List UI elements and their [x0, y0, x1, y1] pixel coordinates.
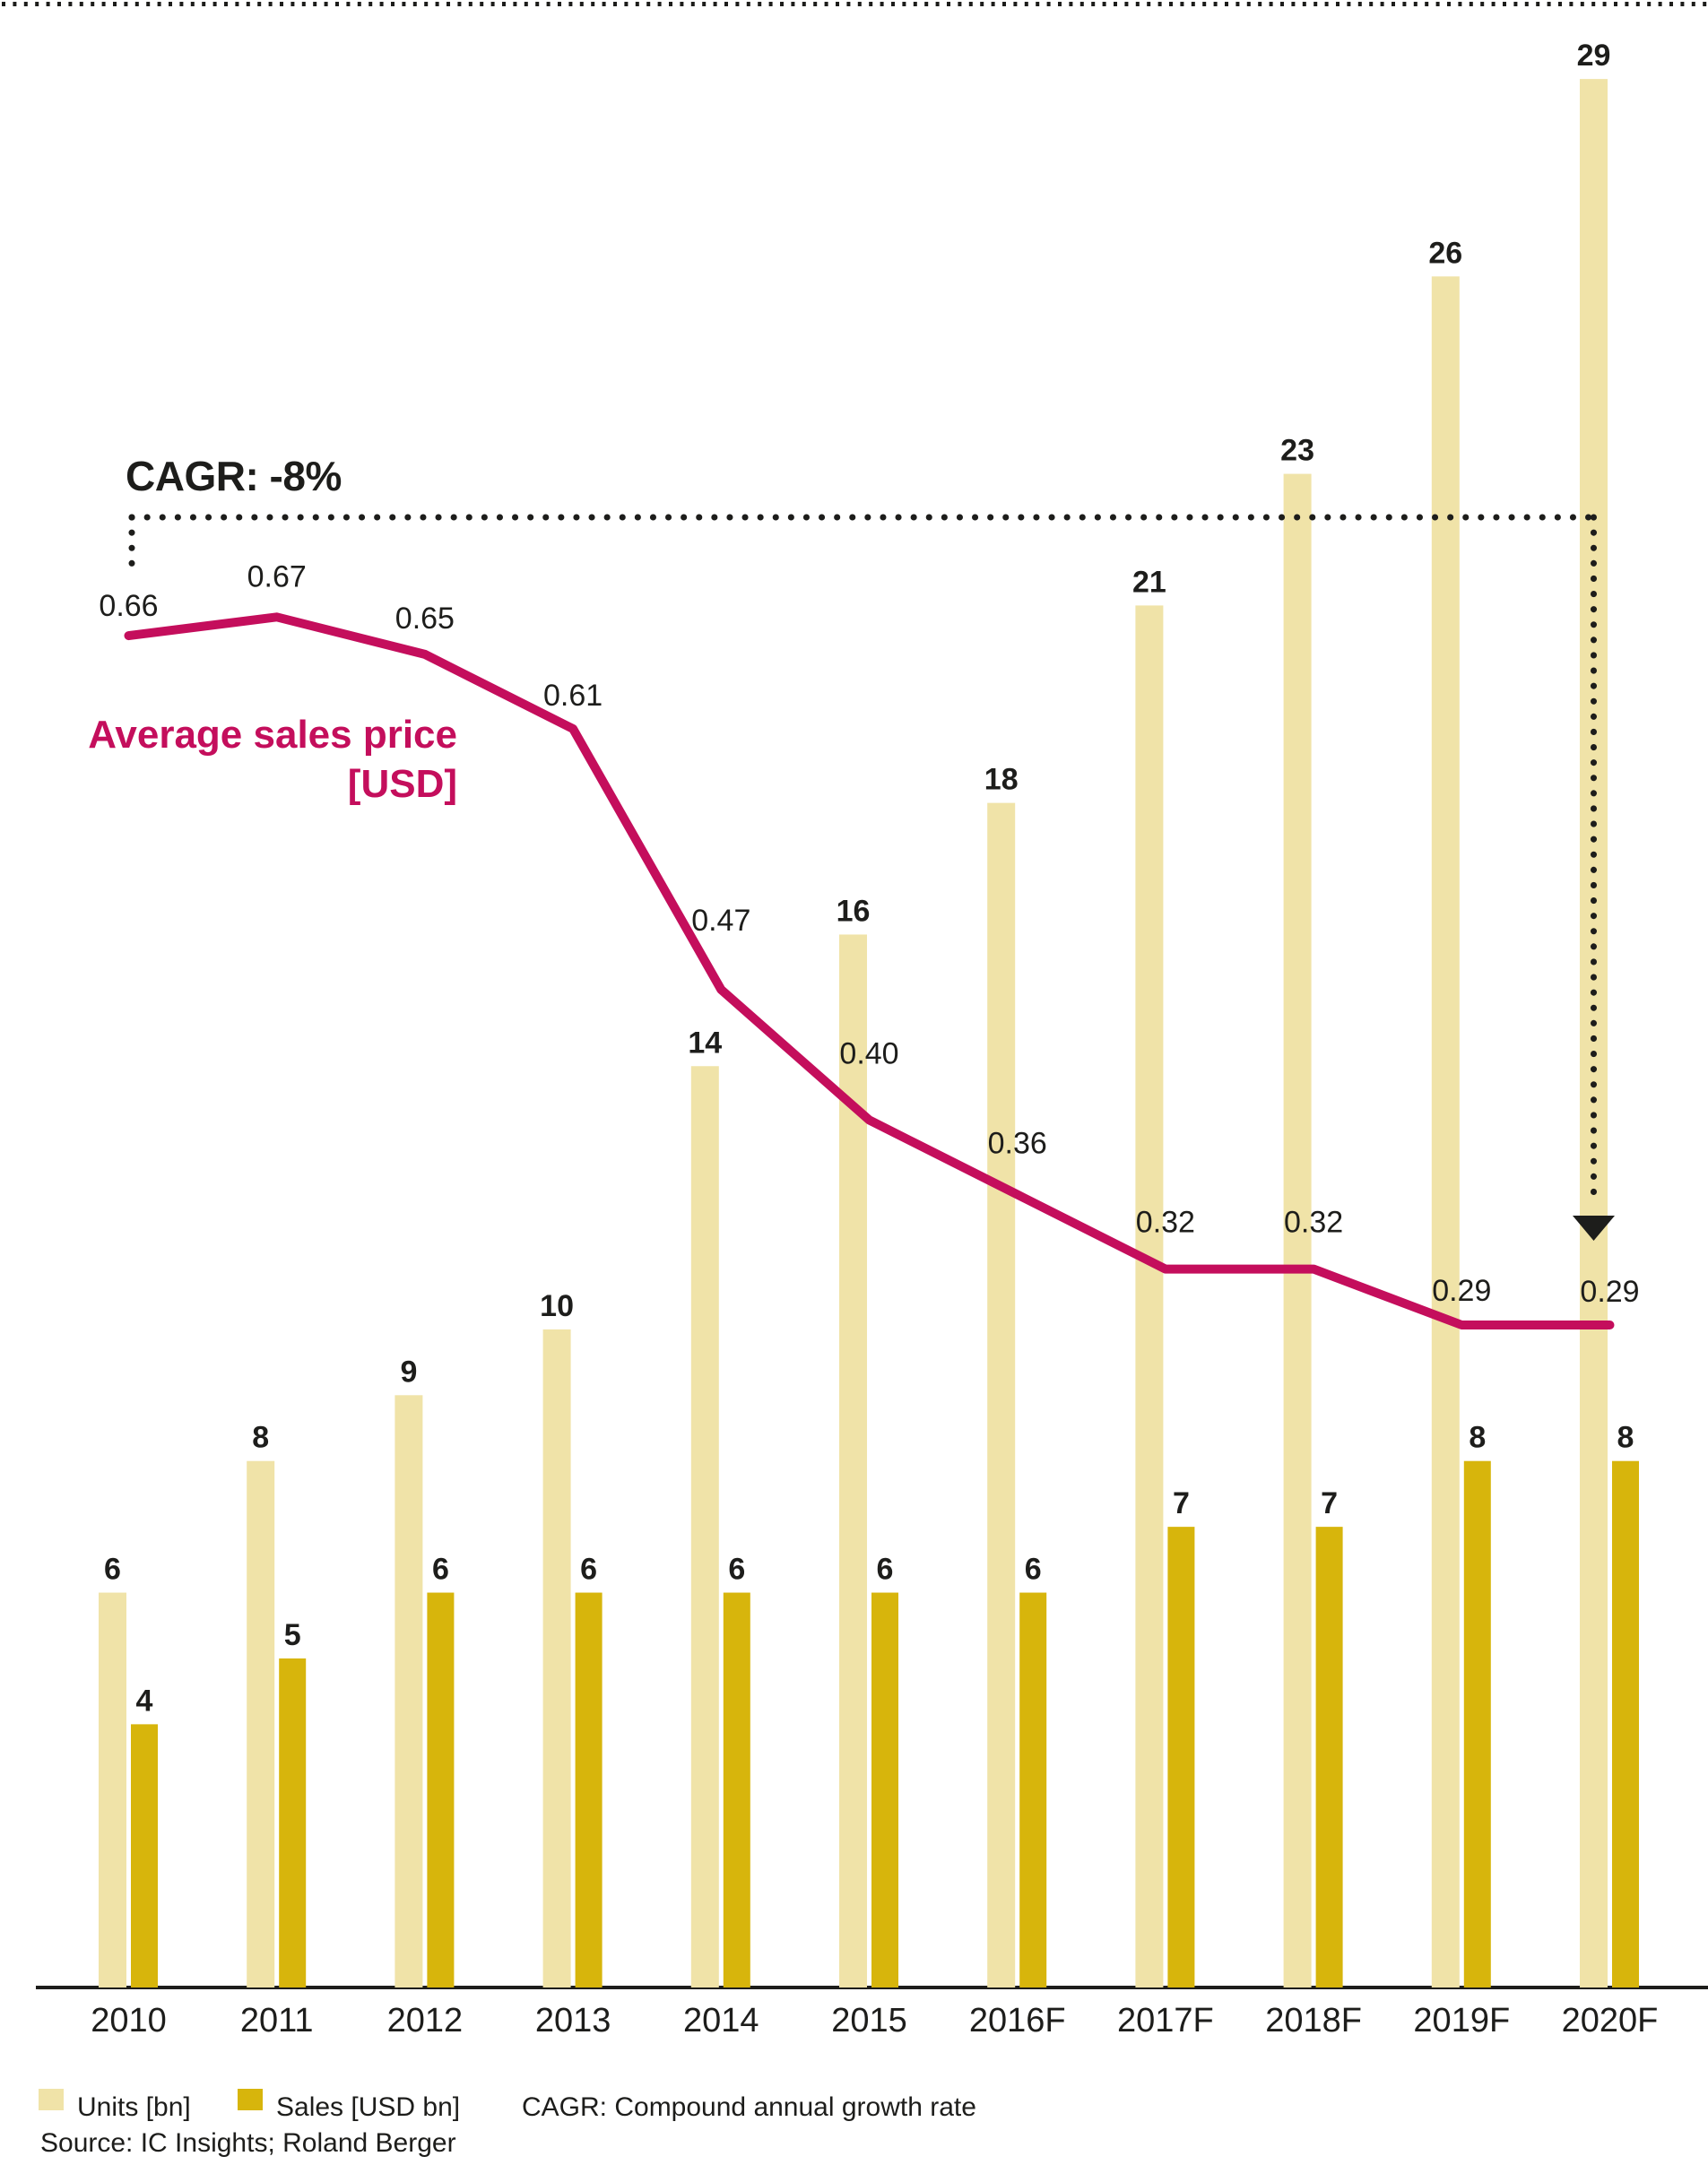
sales-legend-label: Sales [USD bn] [276, 2092, 461, 2122]
asp-point-label-2014: 0.47 [691, 904, 750, 938]
year-label-2020F: 2020F [1562, 2002, 1659, 2039]
asp-point-label-2010: 0.66 [99, 589, 158, 623]
sales-bar-2020F [1612, 1460, 1639, 1987]
units-value-2018F: 23 [1280, 434, 1314, 468]
asp-point-label-2012: 0.65 [395, 602, 455, 636]
units-value-2013: 10 [540, 1289, 574, 1323]
asp-line [124, 612, 1615, 1329]
cagr-note-label: CAGR: Compound annual growth rate [522, 2092, 976, 2122]
units-bar-2011 [247, 1460, 275, 1987]
units-value-2014: 14 [688, 1026, 722, 1060]
asp-line-label-line2: [USD] [347, 762, 457, 806]
units-legend-label: Units [bn] [77, 2092, 191, 2122]
sales-value-2014: 6 [728, 1553, 745, 1587]
units-bar-2019F [1431, 276, 1460, 1988]
year-label-2018F: 2018F [1265, 2002, 1362, 2039]
units-value-2017F: 21 [1132, 565, 1166, 599]
asp-point-label-2011: 0.67 [247, 559, 307, 593]
sales-value-2012: 6 [432, 1553, 449, 1587]
year-label-2013: 2013 [535, 2002, 611, 2039]
sales-value-2018F: 7 [1321, 1486, 1338, 1520]
units-value-2010: 6 [104, 1553, 121, 1587]
units-value-2011: 8 [252, 1421, 269, 1455]
sales-bar-2018F [1315, 1527, 1343, 1987]
sales-bar-2011 [279, 1658, 307, 1987]
cagr-arrowhead-icon [1573, 1216, 1615, 1241]
units-bar-2012 [394, 1395, 423, 1987]
sales-bar-2010 [131, 1724, 158, 1987]
asp-point-label-2019F: 0.29 [1432, 1274, 1491, 1308]
asp-point-label-2015: 0.40 [839, 1036, 898, 1070]
units-value-2015: 16 [837, 894, 871, 928]
sales-bar-2013 [575, 1592, 603, 1987]
units-bar-2018F [1283, 473, 1312, 1987]
sales-value-2019F: 8 [1469, 1421, 1486, 1455]
sales-value-2011: 5 [284, 1618, 301, 1652]
units-value-2019F: 26 [1428, 236, 1462, 270]
units-bar-2010 [99, 1592, 126, 1987]
source-note: Source: IC Insights; Roland Berger [40, 2128, 456, 2158]
units-bar-2013 [542, 1329, 571, 1987]
asp-line-label-line1: Average sales price [88, 713, 457, 757]
asp-point-label-2013: 0.61 [543, 679, 603, 713]
units-bar-2017F [1135, 605, 1164, 1987]
units-value-2016F: 18 [984, 763, 1019, 797]
year-label-2014: 2014 [683, 2002, 759, 2039]
asp-point-label-2016F: 0.36 [988, 1127, 1047, 1161]
sales-bar-2015 [871, 1592, 898, 1987]
sales-bar-2014 [723, 1592, 750, 1987]
cagr-annotation: CAGR: -8% [126, 453, 342, 499]
units-bar-2014 [690, 1066, 719, 1987]
year-label-2019F: 2019F [1413, 2002, 1510, 2039]
sales-bar-2019F [1463, 1460, 1491, 1987]
units-legend-swatch [39, 2089, 64, 2110]
asp-line-label: Average sales price [USD] [88, 710, 457, 809]
sales-legend-swatch [238, 2089, 263, 2110]
year-label-2010: 2010 [91, 2002, 167, 2039]
year-label-2012: 2012 [387, 2002, 464, 2039]
units-value-2012: 9 [400, 1355, 417, 1389]
sales-value-2010: 4 [136, 1684, 153, 1718]
year-label-2017F: 2017F [1117, 2002, 1214, 2039]
units-value-2020F: 29 [1577, 39, 1611, 73]
sales-bar-2012 [427, 1592, 455, 1987]
year-label-2015: 2015 [831, 2002, 907, 2039]
sales-value-2016F: 6 [1025, 1553, 1042, 1587]
year-label-2011: 2011 [240, 2002, 314, 2039]
asp-point-label-2017F: 0.32 [1136, 1206, 1195, 1240]
sales-value-2015: 6 [877, 1553, 894, 1587]
sales-value-2020F: 8 [1617, 1421, 1634, 1455]
sales-bar-2016F [1019, 1592, 1047, 1987]
asp-point-label-2018F: 0.32 [1284, 1206, 1343, 1240]
units-bar-2016F [987, 802, 1016, 1987]
year-label-2016F: 2016F [969, 2002, 1066, 2039]
sales-bar-2017F [1167, 1527, 1195, 1987]
units-bar-2020F [1580, 79, 1608, 1987]
asp-point-label-2020F: 0.29 [1580, 1275, 1639, 1309]
sales-value-2017F: 7 [1173, 1486, 1190, 1520]
sales-value-2013: 6 [580, 1553, 597, 1587]
